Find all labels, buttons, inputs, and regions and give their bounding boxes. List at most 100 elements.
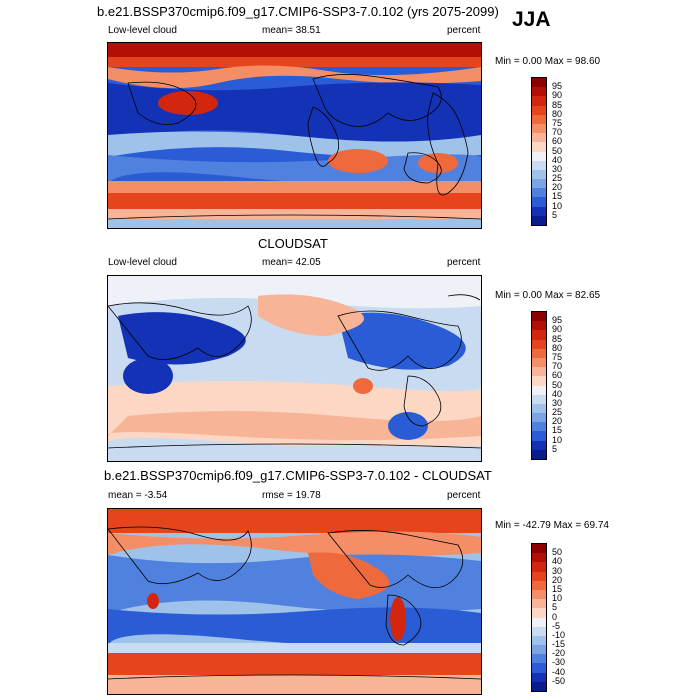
- colorbar-segment: [532, 635, 546, 646]
- colorbar-segment: [532, 449, 546, 459]
- colorbar-tick-label: 20: [552, 416, 563, 427]
- panel-1-units-label: percent: [447, 25, 481, 36]
- colorbar-segment: [532, 672, 546, 682]
- colorbar-tick-label: 30: [552, 565, 563, 576]
- panel-2-units-label: percent: [447, 257, 481, 268]
- panel-1-variable-label: Low-level cloud: [108, 25, 177, 36]
- colorbar-tick-label: 80: [552, 342, 563, 353]
- colorbar-tick-label: 50: [552, 145, 563, 156]
- colorbar-segment: [532, 87, 546, 97]
- colorbar-tick-label: 25: [552, 173, 563, 184]
- season-label: JJA: [512, 8, 551, 31]
- panel-2-minmax-label: Min = 0.00 Max = 82.65: [495, 290, 601, 301]
- colorbar-segment: [532, 376, 546, 386]
- colorbar-segment: [532, 403, 546, 414]
- colorbar-tick-label: 20: [552, 182, 563, 193]
- colorbar-tick-label: 5: [552, 602, 558, 613]
- colorbar-segment: [532, 123, 546, 134]
- colorbar-segment: [532, 206, 546, 216]
- panel-3-map: [107, 508, 482, 695]
- colorbar-tick-label: 75: [552, 117, 563, 128]
- colorbar-tick-label: 15: [552, 425, 563, 436]
- colorbar-tick-label: 30: [552, 397, 563, 408]
- colorbar-segment: [532, 114, 546, 124]
- colorbar-segment: [532, 440, 546, 450]
- colorbar-tick-label: 10: [552, 434, 563, 445]
- panel-1-mean-label: mean= 38.51: [262, 25, 321, 36]
- colorbar-segment: [532, 312, 546, 322]
- colorbar-segment: [532, 422, 546, 432]
- colorbar-segment: [532, 580, 546, 590]
- colorbar-segment: [532, 626, 546, 636]
- panel-1-minmax-label: Min = 0.00 Max = 98.60: [495, 56, 601, 67]
- colorbar-segment: [532, 215, 546, 225]
- panel-2-variable-label: Low-level cloud: [108, 257, 177, 268]
- colorbar-segment: [532, 571, 546, 581]
- panel-1-map-field: [108, 43, 481, 228]
- colorbar-tick-label: 60: [552, 370, 563, 381]
- colorbar-tick-label: 95: [552, 315, 563, 326]
- colorbar-tick-label: 0: [552, 611, 558, 622]
- colorbar-tick-label: 40: [552, 154, 563, 165]
- panel-2-colorbar: [531, 311, 547, 460]
- panel-3-units-label: percent: [447, 490, 481, 501]
- colorbar-tick-label: -50: [552, 675, 566, 686]
- colorbar-tick-label: 25: [552, 407, 563, 418]
- colorbar-segment: [532, 608, 546, 618]
- colorbar-tick-label: 20: [552, 574, 563, 585]
- colorbar-tick-label: 80: [552, 108, 563, 119]
- colorbar-tick-label: -15: [552, 639, 566, 650]
- colorbar-segment: [532, 617, 546, 627]
- panel-3-map-field: [108, 509, 481, 694]
- colorbar-tick-label: 50: [552, 379, 563, 390]
- panel-3-rmse-label: rmse = 19.78: [262, 490, 321, 501]
- panel-3-colorbar: [531, 543, 547, 692]
- colorbar-segment: [532, 321, 546, 331]
- colorbar-segment: [532, 413, 546, 423]
- panel-3-minmax-label: Min = -42.79 Max = 69.74: [495, 520, 609, 531]
- colorbar-segment: [532, 133, 546, 143]
- colorbar-tick-label: 50: [552, 547, 563, 558]
- colorbar-tick-label: 5: [552, 443, 558, 454]
- colorbar-tick-label: -30: [552, 657, 566, 668]
- colorbar-segment: [532, 142, 546, 152]
- panel-2-map-field: [108, 276, 481, 461]
- colorbar-tick-label: 85: [552, 99, 563, 110]
- panel-2-title: CLOUDSAT: [258, 236, 328, 251]
- panel-3-title: b.e21.BSSP370cmip6.f09_g17.CMIP6-SSP3-7.…: [104, 468, 492, 483]
- colorbar-segment: [532, 645, 546, 655]
- panel-1-map: [107, 42, 482, 229]
- colorbar-tick-label: 30: [552, 163, 563, 174]
- colorbar-segment: [532, 105, 546, 115]
- panel-1-title: b.e21.BSSP370cmip6.f09_g17.CMIP6-SSP3-7.…: [97, 4, 499, 19]
- colorbar-segment: [532, 553, 546, 563]
- panel-1-colorbar: [531, 77, 547, 226]
- colorbar-segment: [532, 562, 546, 572]
- colorbar-segment: [532, 663, 546, 673]
- colorbar-tick-label: 90: [552, 324, 563, 335]
- colorbar-segment: [532, 188, 546, 198]
- colorbar-segment: [532, 169, 546, 180]
- colorbar-tick-label: 85: [552, 333, 563, 344]
- colorbar-tick-label: 10: [552, 200, 563, 211]
- colorbar-segment: [532, 544, 546, 554]
- colorbar-segment: [532, 160, 546, 170]
- colorbar-tick-label: 5: [552, 209, 558, 220]
- colorbar-segment: [532, 367, 546, 377]
- colorbar-tick-label: 40: [552, 388, 563, 399]
- colorbar-segment: [532, 681, 546, 691]
- colorbar-tick-label: 60: [552, 136, 563, 147]
- colorbar-segment: [532, 394, 546, 404]
- colorbar-segment: [532, 339, 546, 349]
- colorbar-tick-label: -5: [552, 620, 561, 631]
- colorbar-segment: [532, 599, 546, 609]
- colorbar-tick-label: -40: [552, 666, 566, 677]
- colorbar-segment: [532, 654, 546, 664]
- colorbar-segment: [532, 197, 546, 207]
- colorbar-segment: [532, 348, 546, 358]
- colorbar-segment: [532, 431, 546, 441]
- colorbar-tick-label: 40: [552, 556, 563, 567]
- colorbar-tick-label: 90: [552, 90, 563, 101]
- panel-2-map: [107, 275, 482, 462]
- colorbar-tick-label: 15: [552, 583, 563, 594]
